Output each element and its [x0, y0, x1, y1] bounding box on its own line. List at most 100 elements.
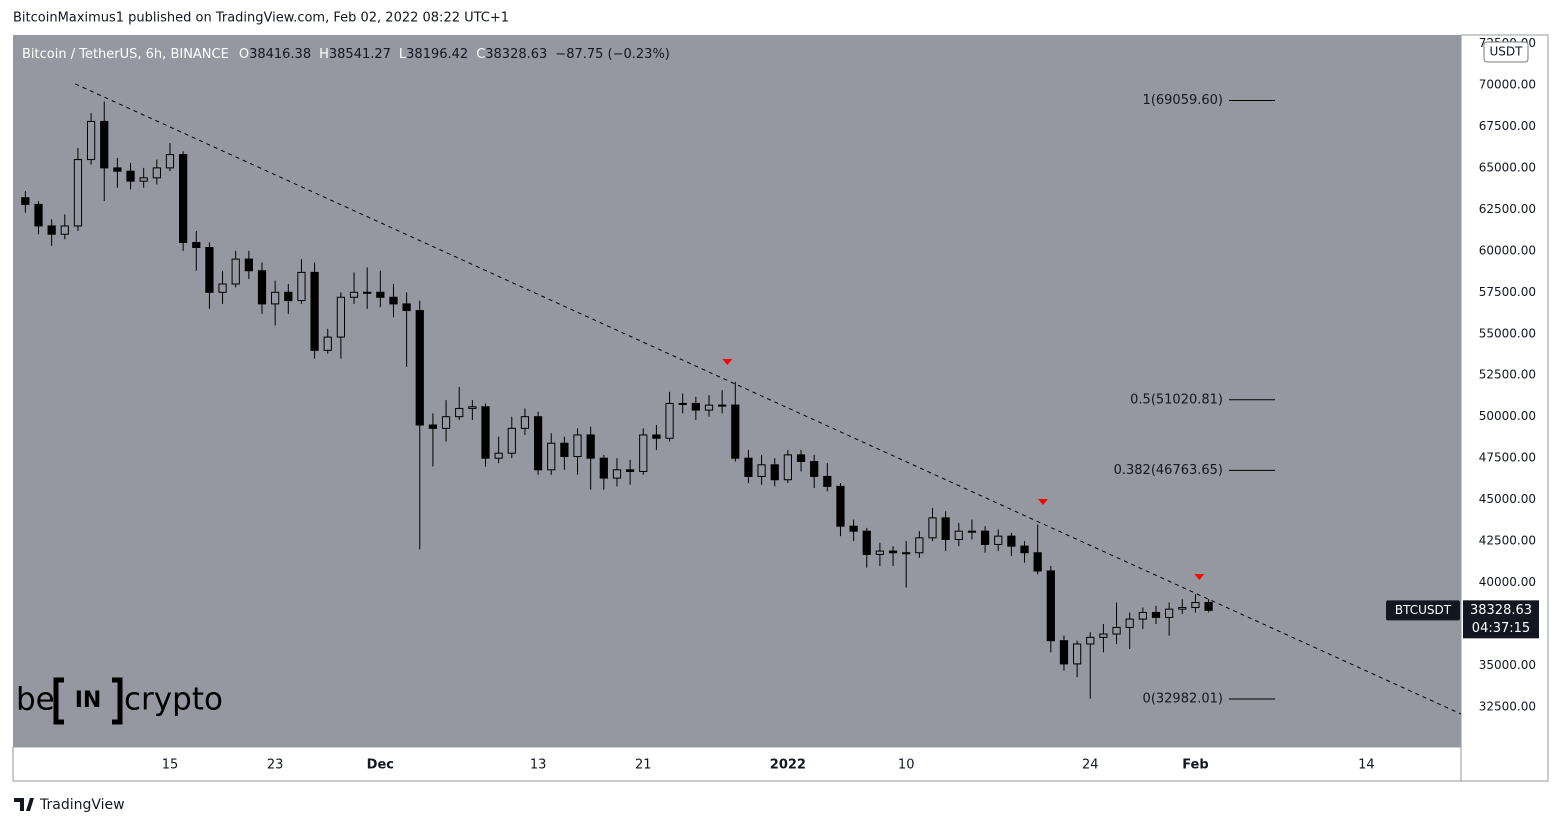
- y-tick-label: 52500.00: [1479, 368, 1536, 382]
- candle-body: [533, 416, 543, 471]
- time-axis: [12, 746, 1462, 782]
- candle-body: [271, 291, 280, 305]
- candle-body: [231, 258, 240, 285]
- x-tick-label: 15: [162, 758, 179, 773]
- ohlc-label: O: [239, 47, 249, 62]
- candle-body: [21, 197, 30, 205]
- candle-body: [783, 454, 792, 481]
- x-tick-label: 2022: [770, 758, 806, 773]
- y-tick-label: 50000.00: [1479, 409, 1536, 423]
- candle-body: [507, 427, 516, 454]
- y-tick-label: 62500.00: [1479, 202, 1536, 216]
- candle-body: [994, 535, 1003, 545]
- watermark: be IN crypto: [16, 677, 223, 725]
- candle-body: [967, 530, 977, 533]
- change: −87.75 (−0.23%): [555, 47, 670, 62]
- y-tick-label: 40000.00: [1479, 575, 1536, 589]
- candle-body: [165, 154, 175, 169]
- candle-body: [428, 424, 438, 429]
- fib-label: 1(69059.60): [1143, 93, 1223, 108]
- candle-body: [100, 120, 109, 169]
- candle-body: [323, 336, 332, 351]
- price-tag: [1463, 600, 1539, 639]
- candle-body: [888, 550, 898, 554]
- y-tick-label: 32500.00: [1479, 700, 1536, 714]
- candle-body: [192, 242, 201, 249]
- candle-body: [218, 283, 227, 293]
- y-tick-label: 65000.00: [1479, 160, 1536, 174]
- candle-body: [849, 525, 858, 532]
- fib-label: 0.5(51020.81): [1130, 392, 1223, 407]
- y-tick-label: 57500.00: [1479, 285, 1536, 299]
- price-axis: [1460, 34, 1549, 782]
- ohlc-value: 38541.27: [329, 47, 391, 62]
- candle-body: [284, 291, 293, 302]
- candle-body: [560, 442, 569, 458]
- fib-label: 0(32982.01): [1143, 692, 1223, 707]
- candles: [21, 101, 1213, 699]
- candle-body: [1178, 606, 1187, 610]
- candle-body: [494, 452, 503, 459]
- candle-body: [928, 517, 937, 539]
- candle-body: [1033, 552, 1042, 572]
- candle-body: [626, 469, 635, 472]
- candle-body: [862, 530, 871, 555]
- candle-body: [836, 485, 845, 527]
- fib-label: 0.382(46763.65): [1114, 463, 1223, 478]
- wm-crypto: crypto: [124, 682, 223, 718]
- y-tick-label: 55000.00: [1479, 326, 1536, 340]
- candle-body: [310, 271, 319, 351]
- candle-body: [796, 454, 806, 463]
- wm-in: IN: [75, 688, 102, 713]
- candle-body: [875, 550, 885, 555]
- x-tick-label: 21: [635, 758, 652, 773]
- candle-body: [823, 475, 832, 487]
- candle-body: [954, 530, 963, 540]
- ohlc-label: C: [476, 47, 485, 62]
- candle-body: [1020, 545, 1029, 554]
- candle-body: [1112, 626, 1121, 635]
- header: BitcoinMaximus1 published on TradingView…: [13, 11, 509, 26]
- x-tick-label: 14: [1358, 758, 1375, 773]
- candle-body: [718, 404, 727, 407]
- candle-body: [1046, 570, 1055, 642]
- candle-body: [441, 416, 451, 429]
- ohlc-label: H: [319, 47, 329, 62]
- candle-body: [704, 404, 714, 411]
- candle-body: [297, 271, 306, 302]
- candle-body: [179, 154, 188, 244]
- candle-body: [376, 291, 385, 298]
- candle-body: [744, 457, 753, 477]
- candle-body: [415, 310, 424, 426]
- currency-badge: [1483, 41, 1529, 63]
- candle-body: [113, 167, 122, 172]
- candle-body: [1099, 633, 1108, 638]
- candle-body: [731, 404, 740, 459]
- candle-body: [205, 247, 214, 293]
- y-tick-label: 45000.00: [1479, 492, 1536, 506]
- currency: USDT: [1490, 45, 1524, 59]
- footer-logo: TradingView: [14, 797, 125, 813]
- tv-logo: [14, 798, 34, 811]
- ohlc-label: L: [399, 47, 407, 62]
- candle-body: [455, 407, 464, 418]
- candle-body: [980, 530, 990, 545]
- candle-body: [34, 203, 43, 227]
- candle-body: [73, 159, 83, 227]
- candle-body: [244, 258, 253, 272]
- candle-body: [757, 464, 766, 477]
- ohlc-value: 38416.38: [249, 47, 311, 62]
- candle-body: [1165, 608, 1174, 618]
- candle-body: [1007, 535, 1016, 547]
- x-tick-label: 13: [530, 758, 547, 773]
- candle-body: [139, 177, 148, 182]
- candle-body: [468, 406, 477, 409]
- candle-body: [349, 291, 359, 298]
- candle-body: [941, 517, 950, 540]
- candle-body: [86, 120, 96, 161]
- y-tick-label: 35000.00: [1479, 658, 1536, 672]
- symbol: Bitcoin / TetherUS, 6h, BINANCE: [22, 47, 229, 62]
- marker: [1037, 498, 1048, 505]
- candle-body: [1059, 640, 1069, 665]
